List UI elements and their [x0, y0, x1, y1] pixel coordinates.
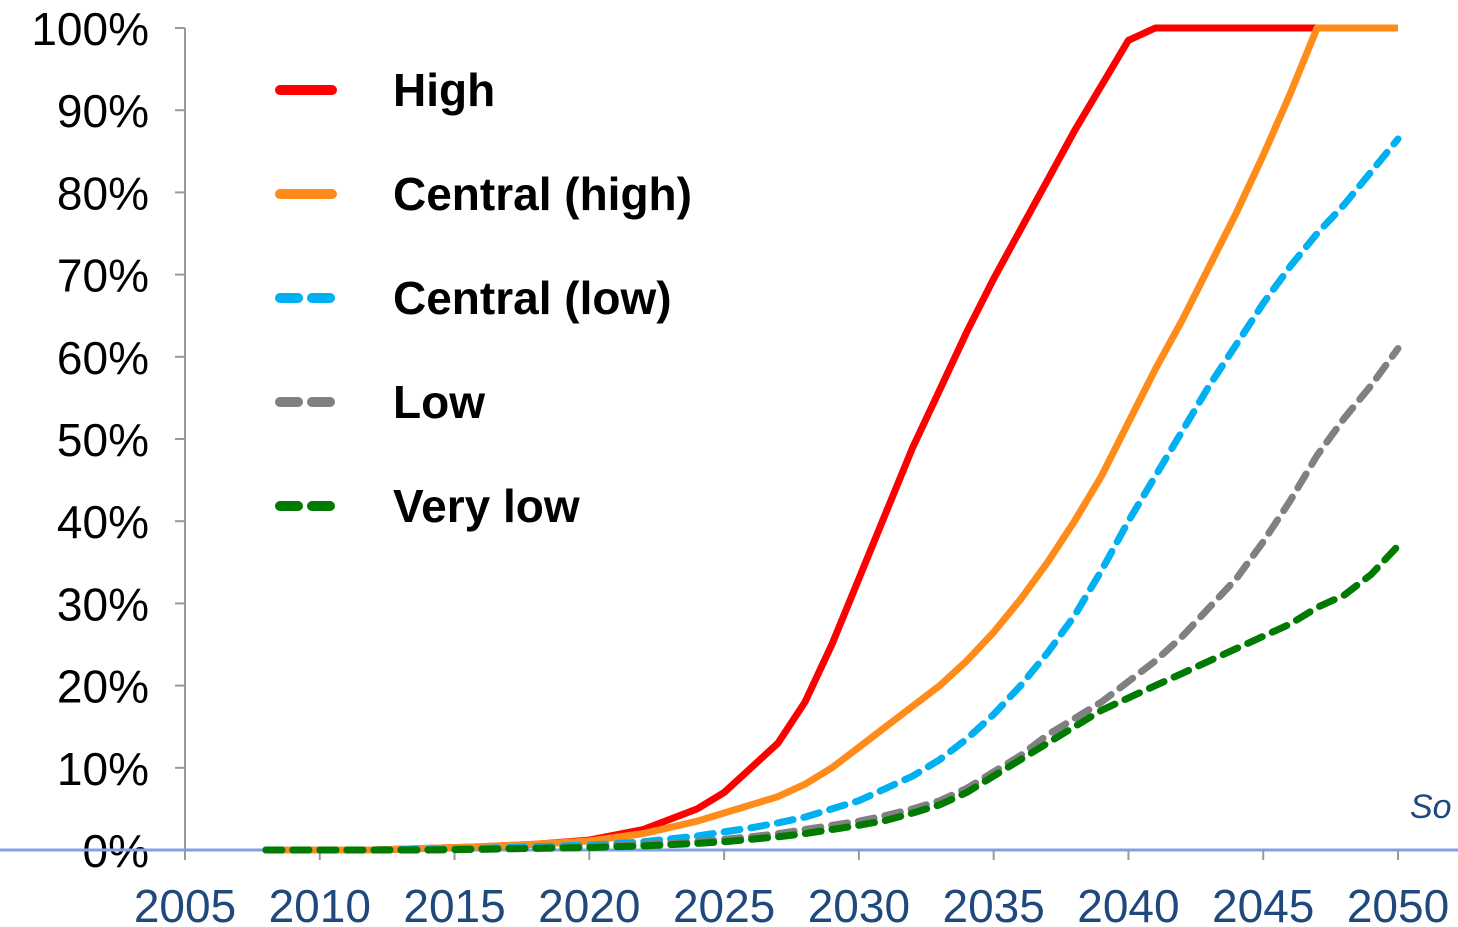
y-tick-label: 40% [57, 496, 149, 548]
legend-label-2: Central (low) [393, 272, 672, 324]
y-tick-label: 60% [57, 332, 149, 384]
y-tick-label: 80% [57, 167, 149, 219]
x-tick-label: 2045 [1212, 880, 1314, 927]
x-axis: 2005 2010 2015 2020 2025 2030 2035 2040 2045 2050 [0, 848, 1458, 927]
legend-label-3: Low [393, 376, 485, 428]
legend-label-0: High [393, 64, 495, 116]
x-tick-label: 2040 [1077, 880, 1179, 927]
x-tick-label: 2020 [538, 880, 640, 927]
x-tick-label: 2025 [673, 880, 775, 927]
y-tick-label: 90% [57, 85, 149, 137]
x-tick-label: 2010 [269, 880, 371, 927]
source-note: So [1410, 788, 1452, 826]
legend-label-1: Central (high) [393, 168, 692, 220]
series-line-1 [265, 24, 1398, 854]
y-axis: 0%10%20%30%40%50%60%70%80%90%100% [31, 3, 186, 877]
y-tick-label: 100% [31, 3, 149, 55]
x-tick-label: 2015 [403, 880, 505, 927]
series-line-4 [262, 542, 1402, 854]
y-tick-label: 30% [57, 578, 149, 630]
y-tick-label: 50% [57, 414, 149, 466]
x-tick-label: 2050 [1347, 880, 1449, 927]
y-tick-label: 10% [57, 743, 149, 795]
y-tick-label: 70% [57, 250, 149, 302]
y-tick-label: 20% [57, 661, 149, 713]
legend: High Central (high) Central (low) Low Very l… [275, 64, 692, 532]
series-line-0 [265, 24, 1398, 854]
x-tick-label: 2030 [808, 880, 910, 927]
series-layer [262, 24, 1402, 854]
x-tick-label: 2005 [134, 880, 236, 927]
legend-label-4: Very low [393, 480, 580, 532]
x-tick-label: 2035 [942, 880, 1044, 927]
